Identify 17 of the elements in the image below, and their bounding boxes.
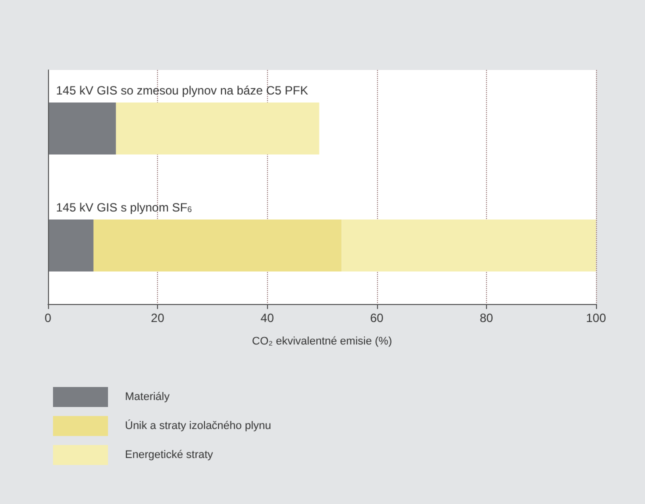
y-tick-label: 145 kV GIS so zmesou plynov na báze C5 PFK <box>56 84 308 98</box>
bar <box>342 220 596 272</box>
x-tick-label: 40 <box>260 311 274 325</box>
x-tick-label: 0 <box>44 311 52 325</box>
y-tick-label: 145 kV GIS s plynom SF6 <box>56 200 192 214</box>
x-tick-label: 20 <box>150 311 165 325</box>
x-tick-label: 60 <box>370 311 384 325</box>
legend-label: Únik a straty izolačného plynu <box>125 419 272 432</box>
legend-label: Energetické straty <box>125 449 214 461</box>
x-tick-label: 100 <box>586 311 606 325</box>
bar <box>116 102 320 154</box>
x-tick-label: 80 <box>480 311 494 325</box>
bar <box>93 220 342 272</box>
bar <box>48 102 116 154</box>
bar <box>48 220 94 272</box>
legend-label: Materiály <box>125 391 170 403</box>
x-axis-title: CO₂ ekvivalentné emisie (%) <box>252 336 392 348</box>
